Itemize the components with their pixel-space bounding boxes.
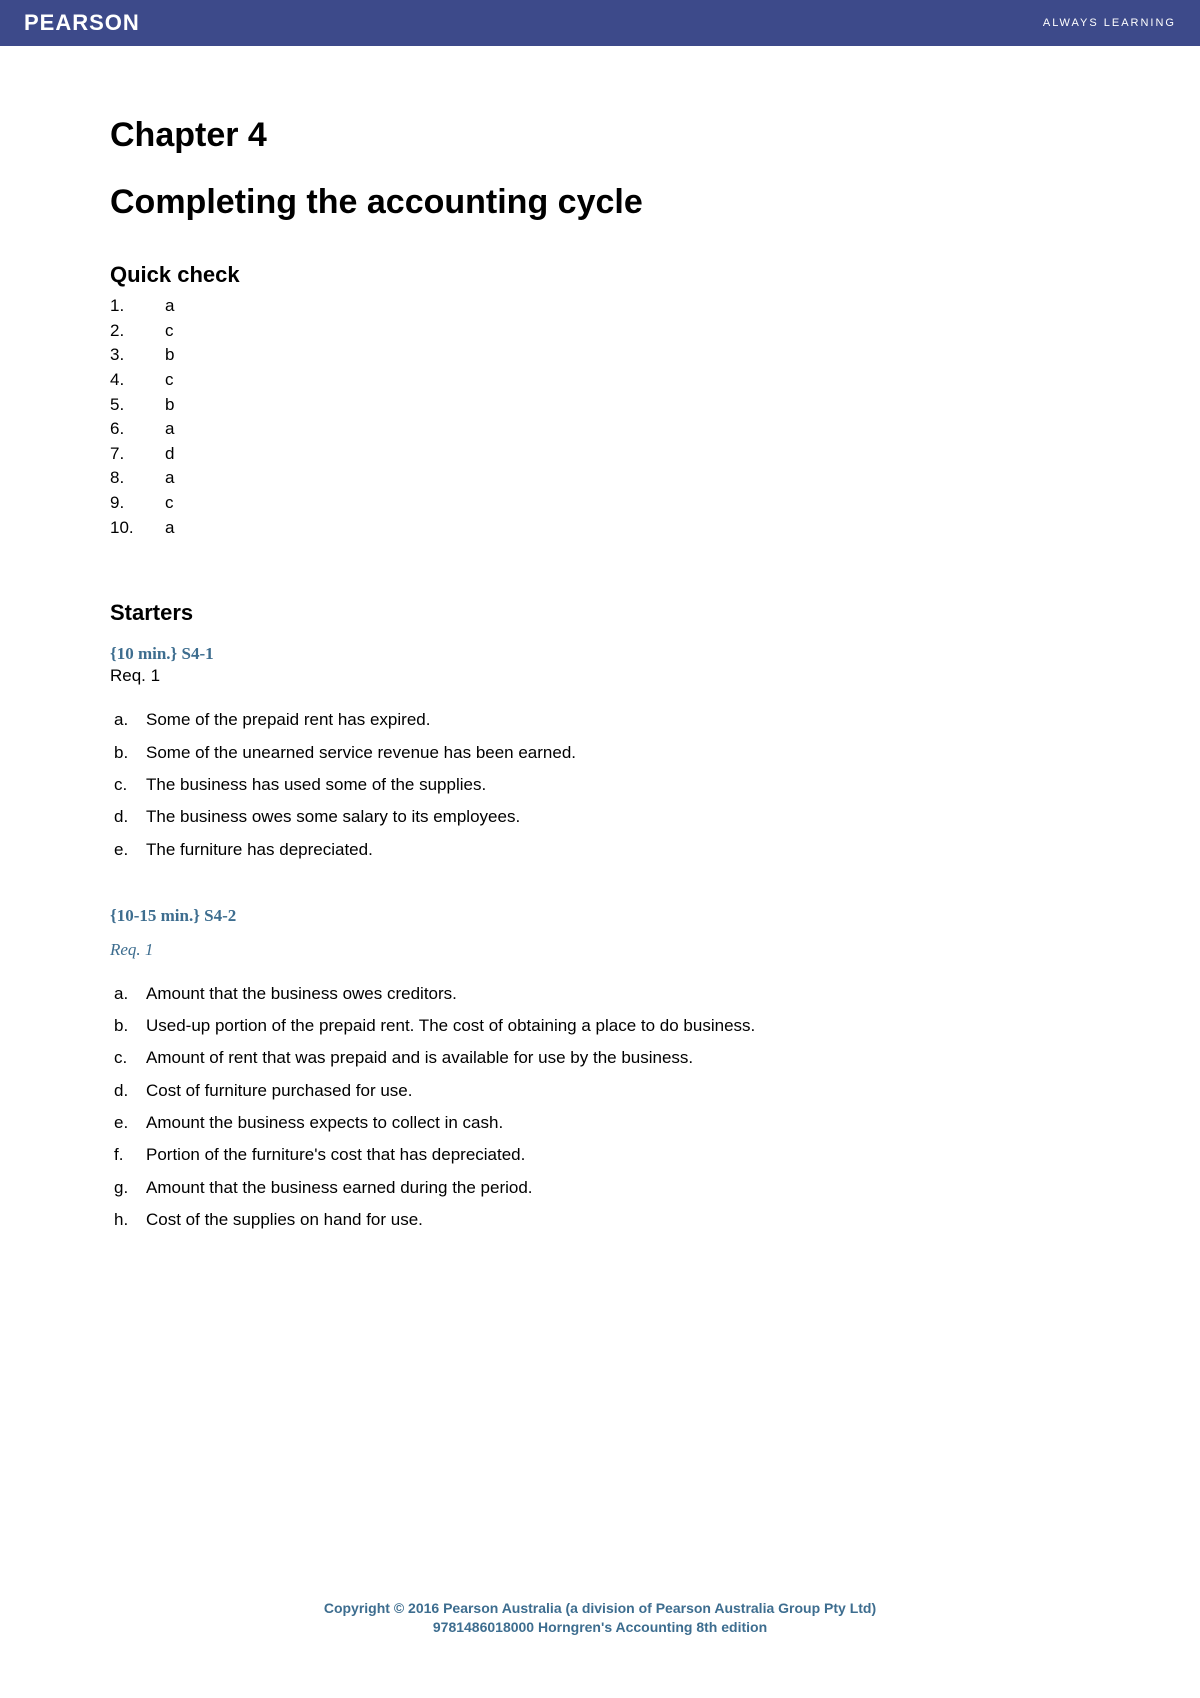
brand-logo: PEARSON — [24, 10, 140, 36]
answer-letter: b. — [114, 737, 146, 769]
answer-letter: c. — [114, 1042, 146, 1074]
answer-text: Cost of furniture purchased for use. — [146, 1075, 1090, 1107]
exercise-s4-2-req: Req. 1 — [110, 940, 1090, 960]
answer-letter: e. — [114, 1107, 146, 1139]
answer-row: c.The business has used some of the supp… — [114, 769, 1090, 801]
quick-check-answer: a — [165, 466, 174, 491]
answer-row: d.Cost of furniture purchased for use. — [114, 1075, 1090, 1107]
answer-letter: h. — [114, 1204, 146, 1236]
answer-row: b.Used-up portion of the prepaid rent. T… — [114, 1010, 1090, 1042]
answer-row: d.The business owes some salary to its e… — [114, 801, 1090, 833]
footer: Copyright © 2016 Pearson Australia (a di… — [0, 1599, 1200, 1638]
answer-text: Amount that the business owes creditors. — [146, 978, 1090, 1010]
quick-check-answer: a — [165, 294, 174, 319]
quick-check-row: 1.a — [110, 294, 1090, 319]
quick-check-row: 7.d — [110, 442, 1090, 467]
quick-check-number: 8. — [110, 466, 165, 491]
answer-text: The furniture has depreciated. — [146, 834, 1090, 866]
answer-letter: b. — [114, 1010, 146, 1042]
quick-check-number: 10. — [110, 516, 165, 541]
quick-check-row: 6.a — [110, 417, 1090, 442]
quick-check-row: 2.c — [110, 319, 1090, 344]
answer-text: Portion of the furniture's cost that has… — [146, 1139, 1090, 1171]
quick-check-answer: c — [165, 319, 174, 344]
quick-check-row: 8.a — [110, 466, 1090, 491]
quick-check-number: 7. — [110, 442, 165, 467]
answer-row: h.Cost of the supplies on hand for use. — [114, 1204, 1090, 1236]
quick-check-answer: a — [165, 516, 174, 541]
quick-check-row: 5.b — [110, 393, 1090, 418]
answer-row: a.Some of the prepaid rent has expired. — [114, 704, 1090, 736]
quick-check-number: 6. — [110, 417, 165, 442]
footer-line2: 9781486018000 Horngren's Accounting 8th … — [0, 1618, 1200, 1638]
answer-letter: f. — [114, 1139, 146, 1171]
exercise-s4-2-answers: a.Amount that the business owes creditor… — [110, 978, 1090, 1236]
quick-check-number: 3. — [110, 343, 165, 368]
quick-check-heading: Quick check — [110, 262, 1090, 288]
answer-row: g.Amount that the business earned during… — [114, 1172, 1090, 1204]
quick-check-answer: c — [165, 368, 174, 393]
starters-heading: Starters — [110, 600, 1090, 626]
tagline-text: ALWAYS LEARNING — [1043, 17, 1176, 29]
exercise-s4-2-label: {10-15 min.} S4-2 — [110, 906, 1090, 926]
answer-text: Used-up portion of the prepaid rent. The… — [146, 1010, 1090, 1042]
exercise-s4-1-label: {10 min.} S4-1 — [110, 644, 1090, 664]
answer-row: c.Amount of rent that was prepaid and is… — [114, 1042, 1090, 1074]
quick-check-number: 5. — [110, 393, 165, 418]
answer-letter: d. — [114, 1075, 146, 1107]
answer-row: e.Amount the business expects to collect… — [114, 1107, 1090, 1139]
answer-letter: g. — [114, 1172, 146, 1204]
answer-row: a.Amount that the business owes creditor… — [114, 978, 1090, 1010]
answer-text: Amount that the business earned during t… — [146, 1172, 1090, 1204]
answer-row: f.Portion of the furniture's cost that h… — [114, 1139, 1090, 1171]
answer-row: e.The furniture has depreciated. — [114, 834, 1090, 866]
answer-letter: c. — [114, 769, 146, 801]
header-bar: PEARSON ALWAYS LEARNING — [0, 0, 1200, 46]
answer-text: Amount of rent that was prepaid and is a… — [146, 1042, 1090, 1074]
quick-check-number: 4. — [110, 368, 165, 393]
quick-check-list: 1.a2.c3.b4.c5.b6.a7.d8.a9.c10.a — [110, 294, 1090, 540]
footer-line1: Copyright © 2016 Pearson Australia (a di… — [0, 1599, 1200, 1619]
quick-check-answer: b — [165, 393, 174, 418]
quick-check-row: 9.c — [110, 491, 1090, 516]
answer-text: The business has used some of the suppli… — [146, 769, 1090, 801]
answer-letter: a. — [114, 978, 146, 1010]
quick-check-number: 2. — [110, 319, 165, 344]
answer-letter: e. — [114, 834, 146, 866]
answer-letter: d. — [114, 801, 146, 833]
answer-text: Cost of the supplies on hand for use. — [146, 1204, 1090, 1236]
chapter-title: Completing the accounting cycle — [110, 183, 1090, 222]
quick-check-row: 3.b — [110, 343, 1090, 368]
quick-check-number: 9. — [110, 491, 165, 516]
quick-check-answer: b — [165, 343, 174, 368]
page-content: Chapter 4 Completing the accounting cycl… — [0, 46, 1200, 1236]
exercise-s4-1-answers: a.Some of the prepaid rent has expired.b… — [110, 704, 1090, 865]
quick-check-answer: d — [165, 442, 174, 467]
answer-text: Some of the prepaid rent has expired. — [146, 704, 1090, 736]
quick-check-answer: c — [165, 491, 174, 516]
quick-check-row: 4.c — [110, 368, 1090, 393]
answer-text: Amount the business expects to collect i… — [146, 1107, 1090, 1139]
answer-row: b.Some of the unearned service revenue h… — [114, 737, 1090, 769]
answer-text: The business owes some salary to its emp… — [146, 801, 1090, 833]
answer-text: Some of the unearned service revenue has… — [146, 737, 1090, 769]
answer-letter: a. — [114, 704, 146, 736]
quick-check-answer: a — [165, 417, 174, 442]
chapter-number: Chapter 4 — [110, 116, 1090, 155]
quick-check-number: 1. — [110, 294, 165, 319]
exercise-s4-1-req: Req. 1 — [110, 666, 1090, 686]
quick-check-row: 10.a — [110, 516, 1090, 541]
